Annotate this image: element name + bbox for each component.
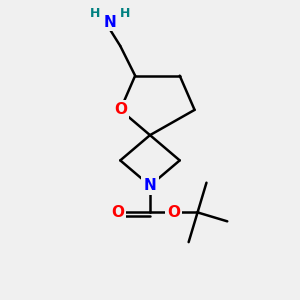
Text: O: O <box>114 102 127 117</box>
Text: O: O <box>167 205 180 220</box>
Text: O: O <box>111 205 124 220</box>
Text: N: N <box>144 178 156 193</box>
Text: H: H <box>90 7 100 20</box>
Text: N: N <box>103 15 116 30</box>
Text: H: H <box>119 7 130 20</box>
